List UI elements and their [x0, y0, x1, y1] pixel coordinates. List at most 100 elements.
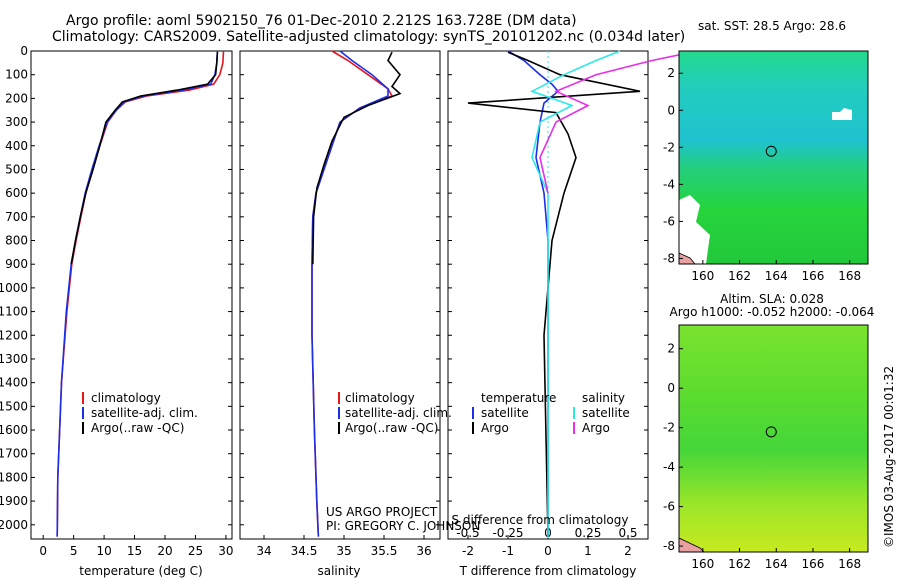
- depth-tick-label: 700: [5, 210, 28, 224]
- depth-tick-label: 900: [5, 257, 28, 271]
- map-x-tick-label: 160: [691, 557, 714, 571]
- diff-t-xlabel: T difference from climatology: [459, 564, 637, 578]
- x2-tick-label: -0.5: [456, 526, 479, 540]
- depth-tick-label: 100: [5, 68, 28, 82]
- x-tick-label: 1: [584, 544, 592, 558]
- depth-tick-label: 600: [5, 186, 28, 200]
- figure-title-line1: Argo profile: aoml 5902150_76 01-Dec-201…: [66, 13, 577, 29]
- legend-climatology-label: climatology: [345, 391, 415, 405]
- legend-temperature-title: temperature: [481, 391, 556, 405]
- temperature-xlabel: temperature (deg C): [79, 564, 202, 578]
- legend-climatology-label: climatology: [91, 391, 161, 405]
- series-t-argo: [467, 51, 641, 537]
- legend-satellite-label: satellite-adj. clim.: [91, 406, 198, 420]
- map-y-tick-label: -8: [663, 251, 675, 265]
- x-tick-label: 25: [188, 544, 203, 558]
- x-tick-label: 35.5: [371, 544, 398, 558]
- legend-t-satellite-label: satellite: [481, 406, 529, 420]
- x-tick-label: 15: [127, 544, 142, 558]
- legend-s-argo-label: Argo: [582, 421, 610, 435]
- series-argo: [70, 52, 219, 265]
- map-y-tick-label: 0: [667, 103, 675, 117]
- temperature-axes-frame: [30, 50, 233, 540]
- series-climatology: [56, 50, 225, 537]
- map-y-tick-label: 2: [667, 342, 675, 356]
- map-y-tick-label: -8: [663, 539, 675, 553]
- map-x-tick-label: 166: [801, 269, 824, 283]
- x-tick-label: 20: [157, 544, 172, 558]
- x-tick-label: 0: [544, 544, 552, 558]
- series-t-satellite: [507, 50, 560, 537]
- map-x-tick-label: 168: [838, 269, 861, 283]
- legend-argo-label: Argo(..raw -QC): [345, 421, 438, 435]
- x2-tick-label: 0.5: [618, 526, 637, 540]
- series-argo: [312, 51, 402, 265]
- map-x-tick-label: 162: [728, 557, 751, 571]
- map-x-tick-label: 162: [728, 269, 751, 283]
- x-tick-label: 34.5: [291, 544, 318, 558]
- map-y-tick-label: -2: [663, 140, 675, 154]
- sst-map-title: sat. SST: 28.5 Argo: 28.6: [698, 19, 846, 33]
- x2-tick-label: -0.25: [492, 526, 523, 540]
- map-y-tick-label: -4: [663, 460, 675, 474]
- x-tick-label: 0: [39, 544, 47, 558]
- temperature-legend: climatology satellite-adj. clim. Argo(..…: [82, 391, 198, 435]
- series-satellite: [56, 50, 219, 537]
- map-x-tick-label: 160: [691, 269, 714, 283]
- difference-legend: temperature satellite Argo salinity sate…: [472, 391, 630, 435]
- map-y-tick-label: 0: [667, 381, 675, 395]
- depth-tick-label: 1800: [0, 470, 28, 484]
- x-tick-label: 35: [336, 544, 351, 558]
- legend-t-argo-label: Argo: [481, 421, 509, 435]
- series-s-argo: [539, 51, 693, 194]
- map-x-tick-label: 168: [838, 557, 861, 571]
- project-credit: US ARGO PROJECT: [326, 505, 438, 519]
- legend-satellite-label: satellite-adj. clim.: [345, 406, 452, 420]
- series-climatology: [311, 50, 394, 537]
- map-y-tick-label: -6: [663, 500, 675, 514]
- depth-tick-label: 300: [5, 115, 28, 129]
- salinity-legend: climatology satellite-adj. clim. Argo(..…: [338, 391, 452, 435]
- x-tick-label: -2: [462, 544, 474, 558]
- depth-tick-label: 1600: [0, 423, 28, 437]
- salinity-xlabel: salinity: [317, 564, 360, 578]
- depth-tick-label: 1900: [0, 494, 28, 508]
- depth-tick-label: 800: [5, 234, 28, 248]
- x-tick-label: 10: [96, 544, 111, 558]
- diff-s-xlabel: S difference from climatology: [452, 513, 629, 527]
- sla-map-raster: [679, 325, 868, 552]
- depth-tick-label: 1300: [0, 352, 28, 366]
- map-x-tick-label: 166: [801, 557, 824, 571]
- sst-map-frame: [678, 50, 869, 265]
- figure-title-line2: Climatology: CARS2009. Satellite-adjuste…: [52, 29, 686, 45]
- x-tick-label: -1: [502, 544, 514, 558]
- profile-location-marker: [765, 426, 777, 438]
- x-tick-label: 36: [416, 544, 431, 558]
- sla-map-frame: [678, 324, 869, 553]
- depth-tick-label: 1400: [0, 376, 28, 390]
- profile-location-marker: [765, 145, 777, 157]
- x-tick-label: 2: [624, 544, 632, 558]
- depth-tick-label: 1700: [0, 447, 28, 461]
- depth-tick-label: 1200: [0, 328, 28, 342]
- depth-tick-label: 200: [5, 91, 28, 105]
- map-y-tick-label: -2: [663, 421, 675, 435]
- depth-tick-label: 500: [5, 162, 28, 176]
- legend-argo-label: Argo(..raw -QC): [91, 421, 184, 435]
- map-y-tick-label: 2: [667, 66, 675, 80]
- series-satellite: [311, 50, 389, 537]
- depth-tick-label: 2000: [0, 518, 28, 532]
- depth-tick-label: 1000: [0, 281, 28, 295]
- map-y-tick-label: -4: [663, 177, 675, 191]
- sla-map-subtitle: Argo h1000: -0.052 h2000: -0.064: [670, 305, 875, 319]
- legend-s-satellite-label: satellite: [582, 406, 630, 420]
- depth-tick-label: 400: [5, 139, 28, 153]
- map-y-tick-label: -6: [663, 214, 675, 228]
- legend-salinity-title: salinity: [582, 391, 625, 405]
- map-x-tick-label: 164: [765, 557, 788, 571]
- x-tick-label: 5: [70, 544, 78, 558]
- x-tick-label: 30: [218, 544, 233, 558]
- depth-tick-label: 1500: [0, 399, 28, 413]
- depth-tick-label: 0: [20, 44, 28, 58]
